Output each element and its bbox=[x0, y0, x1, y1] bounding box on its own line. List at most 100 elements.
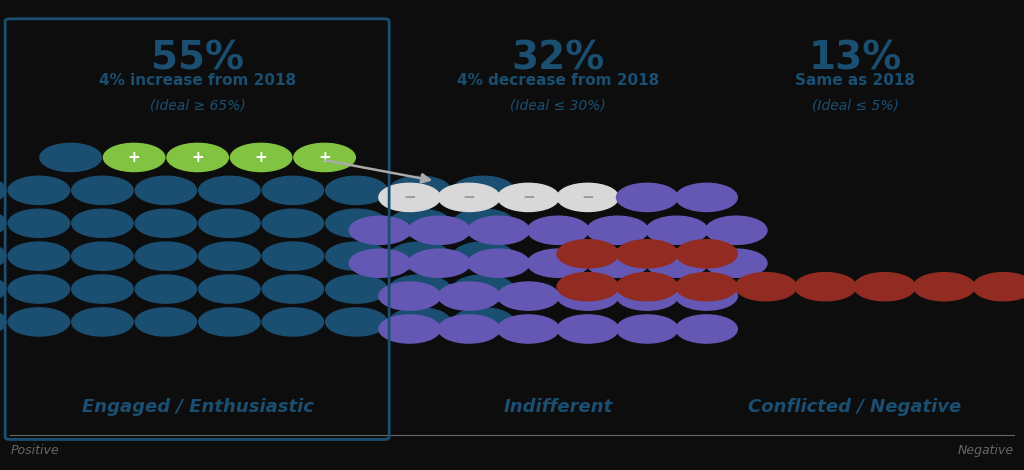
Text: (Ideal ≥ 65%): (Ideal ≥ 65%) bbox=[150, 99, 246, 113]
Circle shape bbox=[135, 275, 197, 303]
Circle shape bbox=[498, 315, 559, 343]
Text: Positive: Positive bbox=[10, 444, 58, 457]
Text: −: − bbox=[463, 190, 475, 205]
Text: Indifferent: Indifferent bbox=[504, 398, 612, 416]
Text: (Ideal ≤ 5%): (Ideal ≤ 5%) bbox=[812, 99, 898, 113]
Circle shape bbox=[135, 209, 197, 237]
Circle shape bbox=[326, 308, 387, 336]
Circle shape bbox=[199, 242, 260, 270]
Circle shape bbox=[616, 315, 678, 343]
Circle shape bbox=[0, 176, 6, 204]
Circle shape bbox=[379, 183, 440, 212]
Circle shape bbox=[557, 315, 618, 343]
Circle shape bbox=[349, 216, 411, 244]
Circle shape bbox=[8, 275, 70, 303]
Circle shape bbox=[706, 249, 767, 277]
Circle shape bbox=[676, 315, 737, 343]
Circle shape bbox=[527, 216, 589, 244]
Text: 4% decrease from 2018: 4% decrease from 2018 bbox=[457, 73, 659, 88]
Circle shape bbox=[40, 143, 101, 172]
Circle shape bbox=[326, 242, 387, 270]
Circle shape bbox=[262, 275, 324, 303]
Circle shape bbox=[262, 176, 324, 204]
Circle shape bbox=[262, 242, 324, 270]
Circle shape bbox=[135, 242, 197, 270]
Text: +: + bbox=[318, 150, 331, 165]
Circle shape bbox=[135, 176, 197, 204]
Circle shape bbox=[646, 249, 708, 277]
Circle shape bbox=[795, 273, 856, 301]
Text: 55%: 55% bbox=[152, 40, 244, 78]
Circle shape bbox=[326, 275, 387, 303]
Circle shape bbox=[453, 176, 514, 204]
Circle shape bbox=[468, 249, 529, 277]
Circle shape bbox=[72, 209, 133, 237]
Circle shape bbox=[646, 216, 708, 244]
Circle shape bbox=[453, 275, 514, 303]
Circle shape bbox=[453, 209, 514, 237]
Circle shape bbox=[8, 209, 70, 237]
Text: 13%: 13% bbox=[808, 40, 902, 78]
Text: Same as 2018: Same as 2018 bbox=[795, 73, 915, 88]
Circle shape bbox=[262, 308, 324, 336]
Circle shape bbox=[379, 282, 440, 310]
Circle shape bbox=[8, 176, 70, 204]
Circle shape bbox=[735, 273, 797, 301]
Circle shape bbox=[557, 273, 618, 301]
Circle shape bbox=[409, 249, 470, 277]
Circle shape bbox=[676, 183, 737, 212]
Text: +: + bbox=[255, 150, 267, 165]
Circle shape bbox=[557, 282, 618, 310]
Circle shape bbox=[498, 282, 559, 310]
Circle shape bbox=[326, 209, 387, 237]
Circle shape bbox=[135, 308, 197, 336]
Circle shape bbox=[389, 209, 451, 237]
Circle shape bbox=[453, 308, 514, 336]
Circle shape bbox=[676, 240, 737, 268]
Circle shape bbox=[498, 183, 559, 212]
Text: 4% increase from 2018: 4% increase from 2018 bbox=[99, 73, 296, 88]
Circle shape bbox=[0, 209, 6, 237]
Circle shape bbox=[389, 275, 451, 303]
Circle shape bbox=[199, 176, 260, 204]
Circle shape bbox=[8, 242, 70, 270]
Text: Negative: Negative bbox=[957, 444, 1014, 457]
Text: Engaged / Enthusiastic: Engaged / Enthusiastic bbox=[82, 398, 313, 416]
Circle shape bbox=[389, 242, 451, 270]
Circle shape bbox=[199, 308, 260, 336]
Circle shape bbox=[0, 275, 6, 303]
Circle shape bbox=[973, 273, 1024, 301]
Circle shape bbox=[72, 275, 133, 303]
Circle shape bbox=[379, 315, 440, 343]
Circle shape bbox=[438, 282, 500, 310]
Circle shape bbox=[913, 273, 975, 301]
Circle shape bbox=[468, 216, 529, 244]
Circle shape bbox=[103, 143, 165, 172]
Text: +: + bbox=[191, 150, 204, 165]
Circle shape bbox=[438, 315, 500, 343]
Circle shape bbox=[557, 240, 618, 268]
Text: +: + bbox=[128, 150, 140, 165]
Circle shape bbox=[294, 143, 355, 172]
Circle shape bbox=[326, 176, 387, 204]
Circle shape bbox=[0, 242, 6, 270]
Text: Conflicted / Negative: Conflicted / Negative bbox=[749, 398, 962, 416]
Circle shape bbox=[527, 249, 589, 277]
Circle shape bbox=[616, 240, 678, 268]
Circle shape bbox=[676, 273, 737, 301]
Circle shape bbox=[199, 209, 260, 237]
Circle shape bbox=[616, 183, 678, 212]
Circle shape bbox=[616, 282, 678, 310]
Circle shape bbox=[349, 249, 411, 277]
Circle shape bbox=[587, 216, 648, 244]
Circle shape bbox=[389, 176, 451, 204]
Text: −: − bbox=[582, 190, 594, 205]
Circle shape bbox=[706, 216, 767, 244]
Circle shape bbox=[0, 308, 6, 336]
Circle shape bbox=[8, 308, 70, 336]
Text: −: − bbox=[403, 190, 416, 205]
Circle shape bbox=[854, 273, 915, 301]
Circle shape bbox=[676, 282, 737, 310]
Circle shape bbox=[557, 183, 618, 212]
Circle shape bbox=[199, 275, 260, 303]
